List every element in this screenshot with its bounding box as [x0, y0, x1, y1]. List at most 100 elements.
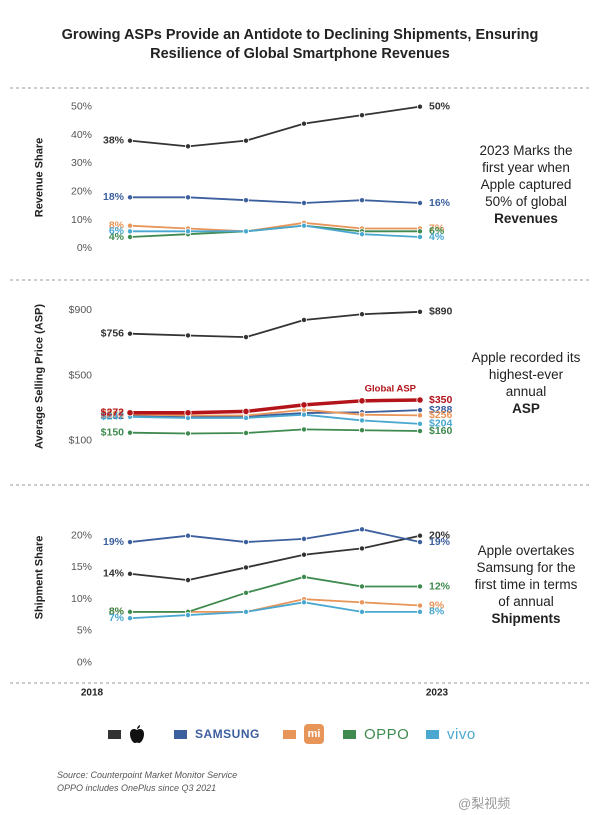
annotation-emphasis: ASP [512, 400, 540, 416]
data-label: 19% [429, 536, 451, 548]
data-label: $256 [429, 409, 453, 421]
data-point [184, 612, 191, 619]
data-point [358, 545, 365, 552]
data-point [358, 608, 365, 615]
data-label: 18% [103, 191, 125, 203]
y-tick-label: 40% [71, 129, 92, 141]
data-point [242, 429, 249, 436]
series-line [129, 413, 421, 425]
source: Source: Counterpoint Market Monitor Serv… [57, 770, 238, 780]
data-point [416, 608, 423, 615]
data-point [242, 228, 249, 235]
data-label: 4% [429, 231, 445, 243]
data-point [416, 539, 423, 546]
data-point [358, 583, 365, 590]
data-point [416, 420, 423, 427]
data-label: $261 [101, 408, 125, 420]
legend: SAMSUNG mi OPPO vivo [100, 722, 520, 746]
series-line [130, 598, 421, 613]
y-tick-label: 20% [71, 185, 92, 197]
data-point [184, 332, 191, 339]
data-point [242, 334, 249, 341]
data-label: $247 [101, 411, 125, 423]
data-point [416, 428, 423, 435]
legend-swatch [343, 729, 356, 739]
x-tick-label: 2023 [426, 688, 449, 699]
legend-swatch [108, 729, 121, 739]
legend-item: mi [283, 722, 324, 746]
title: Growing ASPs Provide an Antidote to Decl… [61, 27, 539, 62]
legend-label: OPPO [364, 725, 410, 743]
legend-item: vivo [426, 722, 476, 746]
data-point [416, 583, 423, 590]
data-point [300, 573, 307, 580]
data-label: 19% [103, 536, 125, 548]
data-point [242, 564, 249, 571]
data-point [300, 199, 307, 206]
data-label: $756 [101, 327, 125, 339]
annotation: Apple overtakes Samsung for the first ti… [470, 542, 582, 627]
legend-label: SAMSUNG [195, 727, 260, 741]
data-point [300, 599, 307, 606]
y-tick-label: $900 [69, 304, 93, 316]
data-label: $160 [429, 425, 453, 437]
series-line [130, 576, 420, 613]
data-label: $204 [429, 418, 453, 430]
series-line [130, 224, 421, 238]
data-point [300, 222, 307, 229]
data-label: 4% [109, 231, 125, 243]
data-label: 16% [429, 197, 451, 209]
data-point [184, 194, 191, 201]
data-point [127, 615, 134, 622]
x-tick-label: 2018 [81, 688, 104, 699]
y-tick-label: $100 [69, 435, 93, 447]
annotation-emphasis: Revenues [494, 210, 558, 226]
series-line [129, 408, 421, 417]
data-point [242, 197, 249, 204]
data-label: $150 [101, 426, 125, 438]
y-tick-label: $500 [69, 369, 93, 381]
data-label: 38% [103, 134, 125, 146]
series-line [129, 534, 421, 582]
annotation-text: Apple recorded its highest-ever annual [471, 349, 581, 399]
data-point [127, 233, 134, 240]
data-point [358, 231, 365, 238]
data-point [184, 228, 191, 235]
data-point [126, 409, 134, 417]
data-point [300, 535, 307, 542]
data-point [300, 120, 307, 127]
data-point [416, 407, 423, 414]
legend-label: mi [304, 724, 324, 744]
data-label: 6% [109, 225, 125, 237]
data-point [416, 199, 423, 206]
data-point [416, 308, 423, 315]
watermark: @梨视频 [458, 796, 511, 811]
data-point [242, 589, 249, 596]
data-point [358, 411, 365, 418]
series-line [129, 428, 421, 435]
annotation-text: Apple overtakes Samsung for the first ti… [474, 542, 578, 609]
y-tick-label: 50% [71, 100, 92, 112]
data-label: 50% [429, 100, 451, 112]
data-label: $272 [101, 407, 125, 419]
series-label: Global ASP [365, 384, 417, 395]
data-point [358, 311, 365, 318]
data-point [242, 137, 249, 144]
data-label: 14% [103, 568, 125, 580]
series-line [129, 528, 421, 543]
data-point [127, 194, 134, 201]
data-point [416, 412, 423, 419]
data-point [416, 103, 423, 110]
data-point [358, 397, 366, 405]
data-label: 8% [109, 219, 125, 231]
legend-item: SAMSUNG [174, 722, 260, 746]
data-point [358, 197, 365, 204]
data-point [416, 602, 423, 609]
data-label: 7% [109, 612, 125, 624]
annotation-emphasis: Shipments [491, 610, 561, 626]
legend-swatch [174, 729, 187, 739]
series-line [129, 221, 420, 233]
data-point [127, 330, 134, 337]
legend-item: OPPO [343, 722, 409, 746]
